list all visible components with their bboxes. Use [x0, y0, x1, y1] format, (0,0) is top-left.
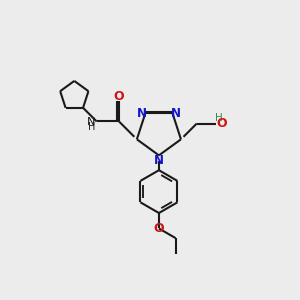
Text: O: O	[114, 90, 124, 103]
Text: N: N	[171, 107, 181, 120]
Text: O: O	[154, 222, 164, 235]
Text: N: N	[137, 107, 147, 120]
Text: H: H	[88, 122, 95, 132]
Text: N: N	[87, 117, 95, 127]
Text: N: N	[154, 154, 164, 167]
Text: H: H	[214, 113, 222, 123]
Text: O: O	[217, 117, 227, 130]
